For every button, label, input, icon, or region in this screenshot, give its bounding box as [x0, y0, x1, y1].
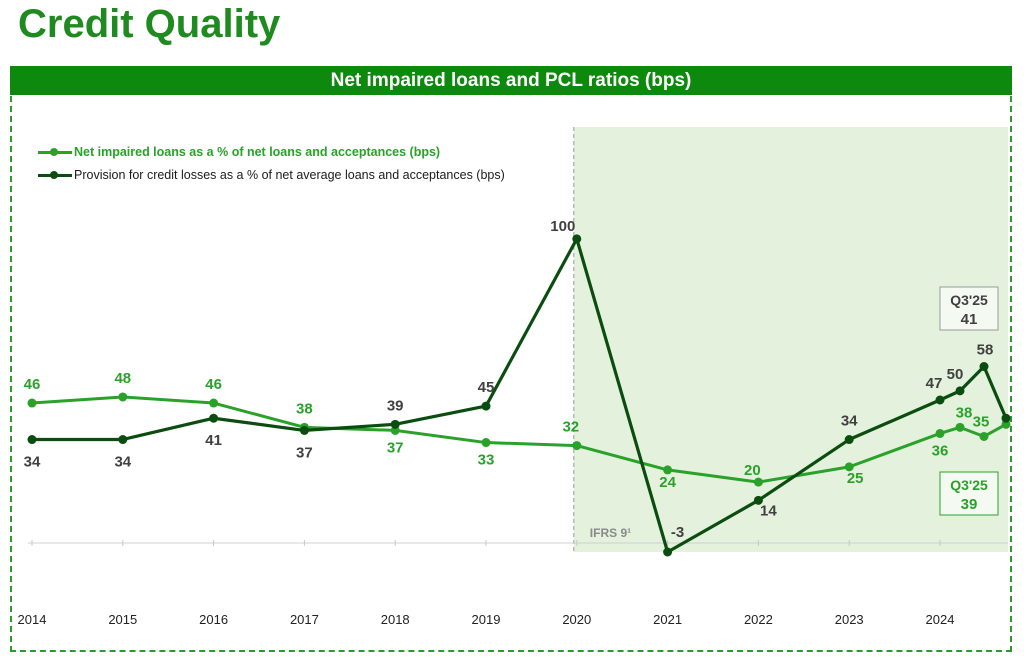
data-label: 25 [847, 470, 864, 487]
data-point [299, 425, 309, 435]
x-tick-label: 2015 [108, 612, 137, 627]
x-tick-label: 2017 [290, 612, 319, 627]
callout-box [939, 286, 999, 331]
data-label: 41 [205, 432, 222, 449]
data-point [209, 398, 219, 408]
data-label: 100 [550, 218, 575, 235]
data-label: 34 [841, 413, 858, 430]
data-label: 47 [926, 375, 943, 392]
data-label: 14 [760, 502, 777, 519]
data-label: 33 [478, 452, 495, 469]
data-label: 46 [205, 376, 222, 393]
data-label: 24 [659, 474, 676, 491]
data-label: 39 [387, 397, 404, 414]
page-title: Credit Quality [18, 2, 281, 46]
data-label: 37 [387, 439, 404, 456]
data-point [663, 547, 673, 557]
data-label: 46 [24, 376, 41, 393]
data-point [979, 362, 989, 372]
data-point [844, 462, 854, 472]
data-point [209, 413, 219, 423]
chart-legend: Net impaired loans as a % of net loans a… [38, 140, 505, 186]
data-point [572, 234, 582, 244]
data-label: 20 [744, 462, 761, 479]
data-point [955, 422, 965, 432]
x-tick-label: 2018 [381, 612, 410, 627]
ifrs9-label: IFRS 9¹ [590, 526, 631, 540]
x-tick-label: 2024 [926, 612, 955, 627]
data-point [935, 428, 945, 438]
legend-label-net-impaired: Net impaired loans as a % of net loans a… [74, 144, 441, 159]
data-point [27, 398, 37, 408]
x-tick-label: 2023 [835, 612, 864, 627]
data-point [935, 395, 945, 405]
data-label: 32 [562, 419, 579, 436]
callout-title: Q3'25 [950, 292, 988, 308]
data-point [118, 392, 128, 402]
legend-swatch-light-icon [38, 146, 72, 158]
data-point [753, 477, 763, 487]
legend-label-pcl: Provision for credit losses as a % of ne… [74, 167, 505, 182]
data-label: 45 [478, 379, 495, 396]
x-tick-label: 2020 [562, 612, 591, 627]
data-label: 50 [947, 366, 964, 383]
data-label: 34 [114, 454, 131, 471]
legend-item-net-impaired: Net impaired loans as a % of net loans a… [38, 140, 505, 163]
data-point [390, 419, 400, 429]
data-point [27, 435, 37, 445]
x-tick-label: 2016 [199, 612, 228, 627]
data-label: 58 [977, 342, 994, 359]
callout-value: 41 [961, 311, 978, 328]
data-point [118, 435, 128, 445]
data-label: 38 [296, 400, 313, 417]
data-point [844, 435, 854, 445]
x-tick-label: 2014 [18, 612, 47, 627]
data-label: 48 [114, 370, 131, 387]
callout-title: Q3'25 [950, 477, 988, 493]
data-point [663, 465, 673, 475]
data-point [481, 401, 491, 411]
data-label: 37 [296, 444, 313, 461]
panel-header: Net impaired loans and PCL ratios (bps) [10, 66, 1012, 95]
data-point [481, 438, 491, 448]
data-label: 34 [24, 454, 41, 471]
data-point [753, 495, 763, 505]
callout-box [939, 471, 999, 516]
x-tick-label: 2021 [653, 612, 682, 627]
x-tick-label: 2022 [744, 612, 773, 627]
legend-item-pcl: Provision for credit losses as a % of ne… [38, 163, 505, 186]
data-point [572, 441, 582, 451]
data-label: -3 [671, 524, 684, 541]
data-point [955, 386, 965, 396]
data-point [979, 431, 989, 441]
data-point [1001, 413, 1011, 423]
data-label: 36 [932, 442, 949, 459]
legend-swatch-dark-icon [38, 169, 72, 181]
data-label: 35 [973, 413, 990, 430]
x-tick-label: 2019 [472, 612, 501, 627]
data-label: 38 [956, 404, 973, 421]
callout-value: 39 [961, 496, 978, 513]
